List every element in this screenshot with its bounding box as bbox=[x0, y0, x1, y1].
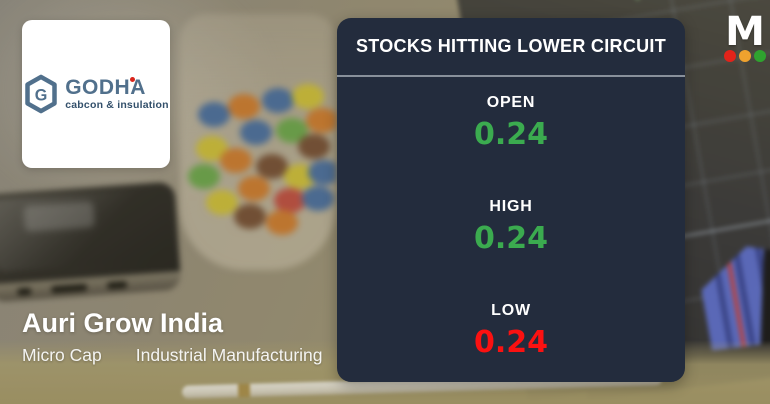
stock-name: Auri Grow India bbox=[22, 308, 224, 338]
amber-dot-icon bbox=[739, 50, 751, 62]
panel-title: STOCKS HITTING LOWER CIRCUIT bbox=[337, 18, 685, 77]
high-value: 0.24 bbox=[473, 221, 549, 256]
brand-name: GODHA bbox=[65, 75, 146, 99]
godha-hexagon-icon: G bbox=[25, 74, 57, 114]
high-metric: HIGH 0.24 bbox=[474, 195, 548, 259]
svg-text:G: G bbox=[35, 86, 48, 104]
market-cap-tag: Micro Cap bbox=[22, 345, 102, 365]
low-label: LOW bbox=[491, 302, 531, 319]
marketfeed-logo: M bbox=[722, 9, 768, 62]
high-label: HIGH bbox=[489, 198, 533, 215]
stock-info: Auri Grow India Micro Cap Industrial Man… bbox=[22, 306, 323, 366]
open-label: OPEN bbox=[486, 94, 536, 111]
candy-jar bbox=[180, 14, 336, 270]
green-dot-icon bbox=[754, 50, 766, 62]
open-metric: OPEN 0.24 bbox=[474, 91, 548, 155]
brand-tagline: cabcon & insulation bbox=[65, 98, 169, 111]
sector-tag: Industrial Manufacturing bbox=[135, 345, 323, 365]
open-value: 0.24 bbox=[473, 117, 549, 152]
low-value: 0.24 bbox=[473, 325, 549, 360]
low-metric: LOW 0.24 bbox=[474, 299, 548, 363]
stock-data-panel: STOCKS HITTING LOWER CIRCUIT OPEN 0.24 H… bbox=[337, 18, 685, 382]
m-letter: M bbox=[725, 9, 765, 55]
company-logo-card: G GODHA cabcon & insulation bbox=[22, 20, 170, 168]
red-dot-icon bbox=[724, 50, 736, 62]
brand-red-dot bbox=[129, 76, 135, 82]
